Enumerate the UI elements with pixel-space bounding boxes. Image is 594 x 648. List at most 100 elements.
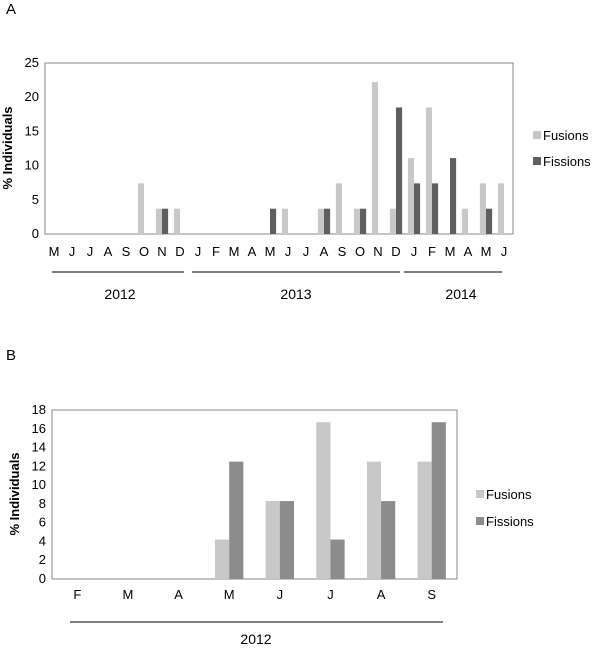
a-y-tick-label: 10 xyxy=(25,158,39,173)
b-y-tick-label: 12 xyxy=(32,458,46,473)
a-x-tick-label: J xyxy=(501,244,508,259)
b-bar-fissions xyxy=(381,501,396,579)
plot-area-a xyxy=(44,62,514,235)
legend-swatch-fusions-a xyxy=(533,131,541,139)
b-y-tick-label: 10 xyxy=(32,477,46,492)
year-label-2014: 2014 xyxy=(445,286,476,302)
a-y-tick-label: 5 xyxy=(32,192,39,207)
year-brackets-b: 2012 xyxy=(70,621,443,647)
a-x-tick-label: J xyxy=(69,244,76,259)
b-x-tick-label: A xyxy=(377,587,386,602)
b-x-tick-label: J xyxy=(277,587,284,602)
a-bar-fissions xyxy=(162,208,169,234)
y-axis-label-a: % Individuals xyxy=(0,106,15,189)
a-x-tick-label: J xyxy=(195,244,202,259)
a-bar-fissions xyxy=(486,208,493,234)
legend-label-fusions-a: Fusions xyxy=(543,128,589,143)
b-x-tick-label: M xyxy=(123,587,134,602)
bars-b xyxy=(215,422,446,579)
b-y-tick-label: 0 xyxy=(39,571,46,586)
a-bar-fusions xyxy=(497,183,504,234)
year-label-2012: 2012 xyxy=(104,286,135,302)
a-bar-fissions xyxy=(324,208,331,234)
legend-b: Fusions Fissions xyxy=(476,487,534,529)
a-x-tick-label: J xyxy=(303,244,310,259)
a-bar-fusions xyxy=(335,183,342,234)
b-bar-fissions xyxy=(330,539,345,579)
a-x-tick-label: M xyxy=(265,244,276,259)
a-x-tick-label: N xyxy=(373,244,382,259)
a-bar-fusions xyxy=(479,183,486,234)
b-bar-fissions xyxy=(279,501,294,579)
b-x-tick-label: M xyxy=(224,587,235,602)
a-bar-fusions xyxy=(371,82,378,234)
a-x-tick-label: D xyxy=(175,244,184,259)
legend-label-fissions-a: Fissions xyxy=(543,154,591,169)
a-bar-fusions xyxy=(137,183,144,234)
a-bar-fissions xyxy=(360,208,367,234)
year-label-2013: 2013 xyxy=(280,286,311,302)
a-x-tick-label: A xyxy=(464,244,473,259)
a-x-tick-label: D xyxy=(391,244,400,259)
b-y-tick-label: 6 xyxy=(39,515,46,530)
b-bar-fusions xyxy=(417,461,432,579)
a-x-tick-label: M xyxy=(49,244,60,259)
a-x-tick-label: M xyxy=(229,244,240,259)
legend-label-fissions-b: Fissions xyxy=(486,514,534,529)
b-bar-fusions xyxy=(316,422,331,579)
a-x-tick-label: A xyxy=(104,244,113,259)
y-axis-label-b: % Individuals xyxy=(7,452,22,535)
a-x-tick-label: O xyxy=(355,244,365,259)
a-bar-fissions xyxy=(450,158,457,234)
a-bar-fusions xyxy=(173,208,180,234)
a-x-tick-label: M xyxy=(481,244,492,259)
legend-swatch-fissions-b xyxy=(476,517,484,525)
a-bar-fusions xyxy=(317,208,324,234)
legend-a: Fusions Fissions xyxy=(533,128,591,169)
b-bar-fusions xyxy=(366,461,382,579)
a-bar-fissions xyxy=(396,107,403,234)
a-x-tick-label: S xyxy=(122,244,131,259)
a-x-tick-label: S xyxy=(338,244,347,259)
plot-area-b xyxy=(51,409,458,580)
a-x-tick-label: F xyxy=(428,244,436,259)
a-y-tick-label: 0 xyxy=(32,226,39,241)
b-x-tick-label: A xyxy=(174,587,183,602)
a-x-tick-label: M xyxy=(445,244,456,259)
legend-label-fusions-b: Fusions xyxy=(486,487,532,502)
a-x-tick-label: N xyxy=(157,244,166,259)
y-ticks-a: 0 5 10 15 20 25 xyxy=(25,55,39,241)
a-x-tick-label: A xyxy=(248,244,257,259)
b-y-tick-label: 14 xyxy=(32,440,46,455)
year-label-b-2012: 2012 xyxy=(240,631,271,647)
b-y-tick-label: 2 xyxy=(39,552,46,567)
a-bar-fusions xyxy=(425,107,432,234)
a-bar-fusions xyxy=(353,208,360,234)
a-bar-fissions xyxy=(414,183,421,234)
a-bar-fusions xyxy=(389,208,396,234)
a-bar-fissions xyxy=(270,208,277,234)
a-x-tick-label: F xyxy=(212,244,220,259)
a-bar-fusions xyxy=(281,208,288,234)
y-ticks-b: 0 2 4 6 8 10 12 14 16 18 xyxy=(32,402,46,586)
b-bar-fissions xyxy=(229,461,244,579)
b-bar-fusions xyxy=(215,539,230,579)
b-x-tick-label: S xyxy=(427,587,436,602)
b-y-tick-label: 4 xyxy=(39,533,46,548)
a-y-tick-label: 25 xyxy=(25,55,39,70)
a-x-tick-label: J xyxy=(285,244,292,259)
chart-b: B % Individuals 0 2 4 6 8 10 12 14 16 18 F M A M J J A S… xyxy=(6,347,534,647)
b-y-tick-label: 18 xyxy=(32,402,46,417)
a-bar-fusions xyxy=(407,158,414,234)
a-y-tick-label: 20 xyxy=(25,89,39,104)
bars-a xyxy=(137,82,504,234)
a-x-tick-label: J xyxy=(411,244,418,259)
panel-label-b: B xyxy=(6,347,16,364)
year-brackets-a: 2012 2013 2014 xyxy=(52,271,502,302)
a-bar-fusions xyxy=(155,208,162,234)
a-bar-fusions xyxy=(461,208,468,234)
